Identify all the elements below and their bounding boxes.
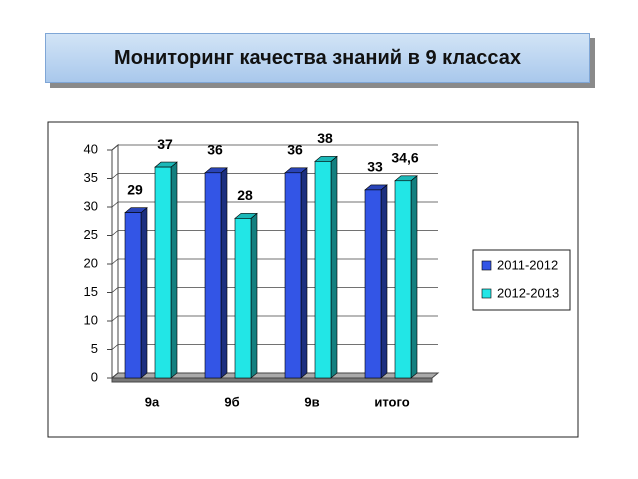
bar-side [300, 167, 308, 379]
y-tick-label: 35 [84, 170, 98, 185]
bar-side [220, 167, 228, 379]
bar [204, 172, 222, 379]
y-tick-label: 15 [84, 284, 98, 299]
y-tick-label: 25 [84, 227, 98, 242]
x-tick-label: 9а [145, 394, 160, 409]
x-tick-label: 9б [224, 394, 239, 409]
y-tick-label: 30 [84, 198, 98, 213]
bar [314, 161, 332, 379]
floor-front [111, 377, 433, 383]
bar [284, 172, 302, 379]
bar [364, 189, 382, 379]
x-tick-label: итого [374, 394, 409, 409]
value-label: 38 [317, 130, 333, 146]
value-label: 34,6 [391, 149, 418, 165]
chart-title: Мониторинг качества знаний в 9 классах [45, 33, 590, 83]
value-label: 29 [127, 181, 143, 197]
legend-label: 2012-2013 [497, 285, 559, 300]
bar [234, 218, 252, 379]
bar-side [330, 155, 338, 379]
value-label: 36 [207, 142, 223, 158]
legend-label: 2011-2012 [497, 257, 558, 272]
y-tick-label: 0 [91, 369, 98, 384]
y-tick-label: 40 [84, 141, 98, 156]
y-tick-label: 20 [84, 255, 98, 270]
value-label: 37 [157, 136, 173, 152]
y-tick-label: 5 [91, 341, 98, 356]
value-label: 28 [237, 187, 253, 203]
legend-swatch [481, 288, 492, 299]
legend-swatch [481, 260, 492, 271]
value-label: 36 [287, 142, 303, 158]
bar-side [170, 161, 178, 379]
value-label: 33 [367, 159, 383, 175]
bar [154, 166, 172, 379]
bar-side [380, 184, 388, 379]
legend-box [472, 249, 571, 311]
y-tick-label: 10 [84, 312, 98, 327]
bar-side [250, 212, 258, 379]
x-tick-label: 9в [304, 394, 319, 409]
bar-side [410, 175, 418, 379]
bar-side [140, 207, 148, 379]
bar [394, 180, 412, 379]
bar [124, 212, 142, 379]
grid-line [111, 144, 438, 151]
